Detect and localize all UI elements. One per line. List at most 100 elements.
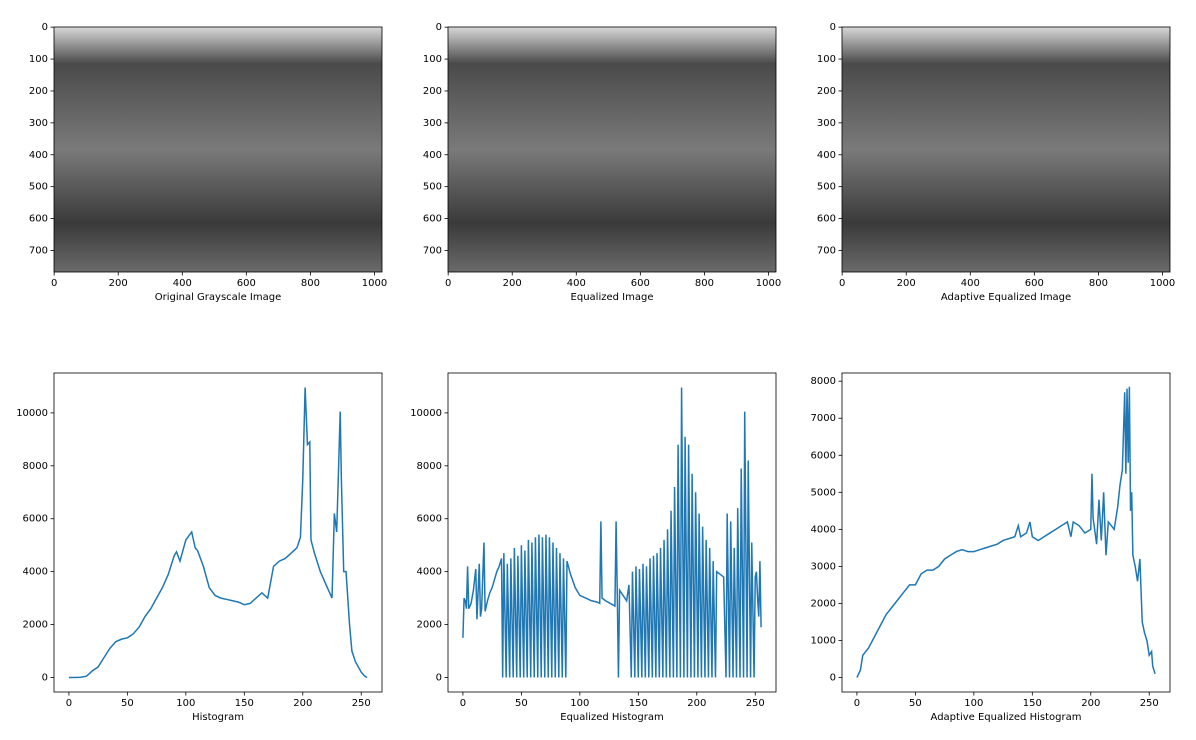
y-tick-label: 8000 <box>23 461 48 472</box>
y-tick-label: 500 <box>29 182 48 193</box>
x-tick-label: 600 <box>631 278 650 289</box>
y-tick-label: 4000 <box>417 567 442 578</box>
y-tick-label: 0 <box>830 22 836 33</box>
x-axis-label: Histogram <box>192 712 244 723</box>
y-tick-label: 6000 <box>811 450 836 461</box>
x-tick-label: 0 <box>854 698 860 709</box>
y-tick-label: 500 <box>423 182 442 193</box>
y-tick-label: 300 <box>29 118 48 129</box>
x-tick-label: 150 <box>235 698 254 709</box>
y-tick-label: 2000 <box>417 620 442 631</box>
y-tick-label: 200 <box>29 86 48 97</box>
x-tick-label: 100 <box>570 698 589 709</box>
x-tick-label: 250 <box>352 698 371 709</box>
x-tick-label: 150 <box>629 698 648 709</box>
y-tick-label: 10000 <box>410 408 442 419</box>
x-tick-label: 250 <box>1140 698 1159 709</box>
x-tick-label: 800 <box>301 278 320 289</box>
y-tick-label: 400 <box>29 150 48 161</box>
x-axis-label: Adaptive Equalized Histogram <box>931 712 1082 723</box>
y-tick-label: 200 <box>817 86 836 97</box>
x-tick-label: 50 <box>515 698 528 709</box>
axes-frame <box>53 26 383 273</box>
x-tick-label: 200 <box>109 278 128 289</box>
x-tick-label: 400 <box>961 278 980 289</box>
y-tick-label: 300 <box>423 118 442 129</box>
x-tick-label: 100 <box>176 698 195 709</box>
axes-frame <box>447 26 777 273</box>
y-tick-label: 4000 <box>811 524 836 535</box>
x-tick-label: 0 <box>839 278 845 289</box>
image <box>54 27 382 272</box>
y-tick-label: 200 <box>423 86 442 97</box>
x-tick-label: 200 <box>503 278 522 289</box>
x-tick-label: 200 <box>897 278 916 289</box>
y-tick-label: 100 <box>29 54 48 65</box>
x-tick-label: 0 <box>445 278 451 289</box>
y-tick-label: 10000 <box>16 408 48 419</box>
y-tick-label: 2000 <box>23 620 48 631</box>
y-tick-label: 600 <box>817 214 836 225</box>
x-tick-label: 200 <box>293 698 312 709</box>
x-axis-label: Adaptive Equalized Image <box>941 292 1071 303</box>
y-tick-label: 300 <box>817 118 836 129</box>
y-tick-label: 2000 <box>811 598 836 609</box>
y-tick-label: 0 <box>436 22 442 33</box>
y-tick-label: 600 <box>423 214 442 225</box>
x-tick-label: 400 <box>567 278 586 289</box>
x-tick-label: 600 <box>1025 278 1044 289</box>
image <box>448 27 776 272</box>
x-axis-label: Original Grayscale Image <box>155 292 281 303</box>
y-tick-label: 4000 <box>23 567 48 578</box>
x-tick-label: 200 <box>1081 698 1100 709</box>
histogram-line <box>856 386 1156 678</box>
y-tick-label: 100 <box>423 54 442 65</box>
x-tick-label: 1000 <box>756 278 781 289</box>
x-tick-label: 150 <box>1023 698 1042 709</box>
x-tick-label: 1000 <box>362 278 387 289</box>
x-tick-label: 100 <box>964 698 983 709</box>
histogram-line <box>462 387 762 678</box>
x-axis-label: Equalized Histogram <box>560 712 664 723</box>
axes-frame <box>447 372 777 693</box>
image <box>842 27 1170 272</box>
y-tick-label: 400 <box>817 150 836 161</box>
y-tick-label: 0 <box>42 673 48 684</box>
x-tick-label: 800 <box>695 278 714 289</box>
x-tick-label: 0 <box>51 278 57 289</box>
y-tick-label: 100 <box>817 54 836 65</box>
x-tick-label: 800 <box>1089 278 1108 289</box>
y-tick-label: 0 <box>42 22 48 33</box>
y-tick-label: 400 <box>423 150 442 161</box>
axes-frame <box>841 26 1171 273</box>
y-tick-label: 600 <box>29 214 48 225</box>
y-tick-label: 3000 <box>811 561 836 572</box>
x-tick-label: 0 <box>66 698 72 709</box>
y-tick-label: 7000 <box>811 413 836 424</box>
x-tick-label: 250 <box>746 698 765 709</box>
x-tick-label: 200 <box>687 698 706 709</box>
y-tick-label: 6000 <box>23 514 48 525</box>
y-tick-label: 500 <box>817 182 836 193</box>
y-tick-label: 0 <box>830 673 836 684</box>
x-tick-label: 400 <box>173 278 192 289</box>
x-tick-label: 50 <box>909 698 922 709</box>
y-tick-label: 700 <box>817 245 836 256</box>
y-tick-label: 8000 <box>811 376 836 387</box>
y-tick-label: 1000 <box>811 635 836 646</box>
y-tick-label: 0 <box>436 673 442 684</box>
y-tick-label: 8000 <box>417 461 442 472</box>
x-tick-label: 0 <box>460 698 466 709</box>
axes-frame <box>841 372 1171 693</box>
x-axis-label: Equalized Image <box>571 292 654 303</box>
x-tick-label: 1000 <box>1150 278 1175 289</box>
y-tick-label: 5000 <box>811 487 836 498</box>
x-tick-label: 600 <box>237 278 256 289</box>
y-tick-label: 6000 <box>417 514 442 525</box>
histogram-line <box>68 387 368 679</box>
y-tick-label: 700 <box>29 245 48 256</box>
axes-frame <box>53 372 383 693</box>
y-tick-label: 700 <box>423 245 442 256</box>
x-tick-label: 50 <box>121 698 134 709</box>
